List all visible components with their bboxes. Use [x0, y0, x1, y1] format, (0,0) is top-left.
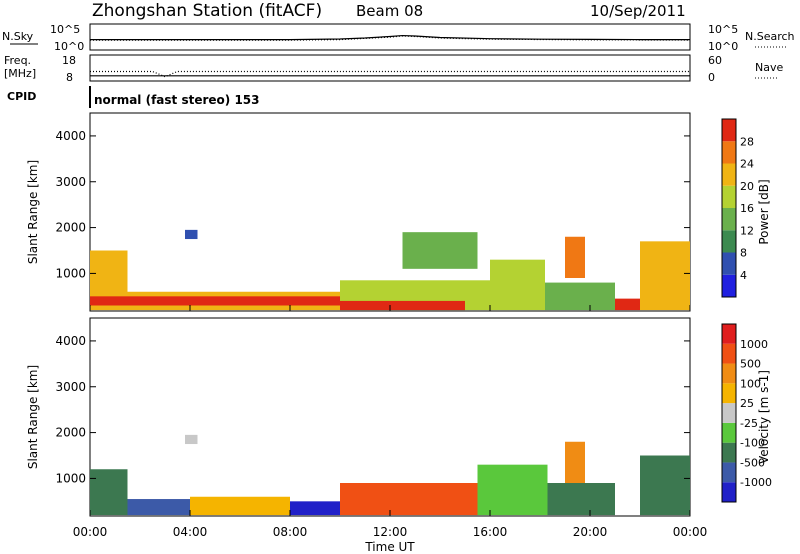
freq-left-tick-bottom: 8: [66, 71, 73, 84]
velocity-colorbar-swatch-6: [722, 383, 736, 404]
power-colorbar-tick-3: 12: [740, 224, 754, 237]
velocity-colorbar-tick-8: -1000: [740, 476, 772, 489]
velocity-echo-region-10: [565, 441, 585, 483]
power-colorbar-tick-7: 28: [740, 135, 754, 148]
power-colorbar-swatch-4: [722, 208, 736, 231]
power-colorbar-tick-5: 20: [740, 180, 754, 193]
velocity-colorbar-swatch-3: [722, 442, 736, 463]
xtick-label-3: 08:00: [273, 525, 308, 539]
power-colorbar-tick-6: 24: [740, 158, 754, 171]
power-ytick-label-3: 3000: [55, 175, 86, 189]
velocity-colorbar-swatch-7: [722, 363, 736, 384]
power-colorbar-swatch-2: [722, 252, 736, 275]
power-colorbar-tick-1: 4: [740, 269, 747, 282]
power-echo-region-11: [565, 236, 585, 278]
date-label: 10/Sep/2011: [590, 2, 686, 20]
power-colorbar-swatch-1: [722, 274, 736, 297]
power-echo-region-6: [490, 259, 545, 311]
nave-label: Nave: [755, 61, 783, 74]
velocity-colorbar-swatch-2: [722, 462, 736, 483]
velocity-ytick-label-4: 4000: [55, 334, 86, 348]
nave-right-tick-bottom: 0: [708, 71, 715, 84]
frequency-panel-frame: [89, 54, 691, 82]
velocity-colorbar-swatch-8: [722, 343, 736, 364]
power-echo-region-9: [640, 241, 690, 311]
velocity-echo-region-9: [185, 434, 198, 445]
velocity-ylabel: Slant Range [km]: [26, 365, 40, 469]
xtick-label-4: 12:00: [373, 525, 408, 539]
x-axis-label: Time UT: [364, 540, 415, 554]
xtick-label-2: 04:00: [173, 525, 208, 539]
noise-panel-frame: [89, 23, 691, 51]
noise-panel: N.Sky 10^5 10^0 N.Search 10^5 10^0: [2, 23, 795, 53]
velocity-colorbar-label: Velocity [m s-1]: [757, 370, 771, 464]
noise-left-tick-bottom: 10^0: [54, 40, 84, 53]
xtick-label-5: 16:00: [473, 525, 508, 539]
power-colorbar-frame: [721, 118, 737, 298]
velocity-echo-region-1: [90, 469, 128, 516]
power-colorbar-swatch-8: [722, 119, 736, 142]
xtick-label-1: 00:00: [73, 525, 108, 539]
power-echo-region-3: [90, 296, 340, 306]
freq-label-line1: Freq.: [4, 54, 31, 67]
velocity-colorbar-swatch-9: [722, 324, 736, 344]
velocity-colorbar-tick-3: 100: [740, 377, 761, 390]
power-echo-region-8: [615, 298, 640, 311]
velocity-ytick-label-1: 1000: [55, 471, 86, 485]
freq-label-line2: [MHz]: [4, 67, 36, 80]
power-colorbar-swatch-3: [722, 230, 736, 253]
nave-right-tick-top: 60: [708, 54, 722, 67]
power-echo-region-7: [545, 282, 615, 311]
station-title: Zhongshan Station (fitACF): [92, 1, 322, 21]
beam-label: Beam 08: [356, 2, 423, 20]
power-echo-region-12: [402, 232, 478, 269]
cpid-label: CPID: [7, 90, 36, 103]
velocity-ytick-label-2: 2000: [55, 426, 86, 440]
velocity-colorbar-tick-6: -100: [740, 437, 765, 450]
nsearch-label: N.Search: [745, 30, 795, 43]
velocity-colorbar-swatch-4: [722, 422, 736, 443]
velocity-echo-region-8: [640, 455, 690, 516]
freq-left-tick-top: 18: [62, 54, 76, 67]
power-ylabel: Slant Range [km]: [26, 160, 40, 264]
xtick-label-7: 00:00: [673, 525, 708, 539]
velocity-echo-region-4: [290, 501, 340, 516]
power-ytick-label-2: 2000: [55, 221, 86, 235]
velocity-colorbar-tick-4: 25: [740, 397, 754, 410]
nsky-label: N.Sky: [2, 30, 34, 43]
velocity-panel: 1000 2000 3000 4000 Slant Range [km] 1000 50…: [26, 317, 772, 517]
power-echo-region-10: [185, 229, 198, 240]
cpid-value: normal (fast stereo) 153: [94, 93, 260, 107]
velocity-colorbar-tick-7: -500: [740, 456, 765, 469]
noise-right-tick-bottom: 10^0: [708, 40, 738, 53]
velocity-echo-region-2: [127, 499, 190, 516]
velocity-colorbar-tick-5: -25: [740, 417, 758, 430]
power-ytick-label-1: 1000: [55, 266, 86, 280]
noise-left-tick-top: 10^5: [50, 23, 80, 36]
velocity-echo-region-3: [190, 496, 290, 516]
noise-series-2: [90, 35, 691, 41]
power-echo-region-5: [340, 300, 465, 311]
velocity-echo-region-6: [477, 464, 548, 516]
power-colorbar-swatch-7: [722, 141, 736, 164]
noise-right-tick-top: 10^5: [708, 23, 738, 36]
velocity-colorbar-frame: [721, 323, 737, 503]
power-ytick-label-4: 4000: [55, 129, 86, 143]
power-panel: 1000 2000 3000 4000 Slant Range [km] 4 8 12 16…: [26, 112, 771, 312]
velocity-colorbar-tick-2: 500: [740, 358, 761, 371]
velocity-echo-region-5: [340, 483, 478, 516]
power-colorbar-tick-2: 8: [740, 247, 747, 260]
velocity-echo-region-7: [547, 483, 615, 516]
power-colorbar-label: Power [dB]: [757, 179, 771, 244]
velocity-colorbar-swatch-5: [722, 403, 736, 423]
power-colorbar-tick-4: 16: [740, 202, 754, 215]
xtick-label-6: 20:00: [573, 525, 608, 539]
power-colorbar-swatch-6: [722, 163, 736, 186]
velocity-colorbar-swatch-1: [722, 482, 736, 502]
power-colorbar-swatch-5: [722, 185, 736, 208]
velocity-ytick-label-3: 3000: [55, 380, 86, 394]
frequency-panel: Freq. [MHz] 18 8 Nave 60 0: [4, 54, 783, 84]
velocity-colorbar-tick-1: 1000: [740, 338, 768, 351]
